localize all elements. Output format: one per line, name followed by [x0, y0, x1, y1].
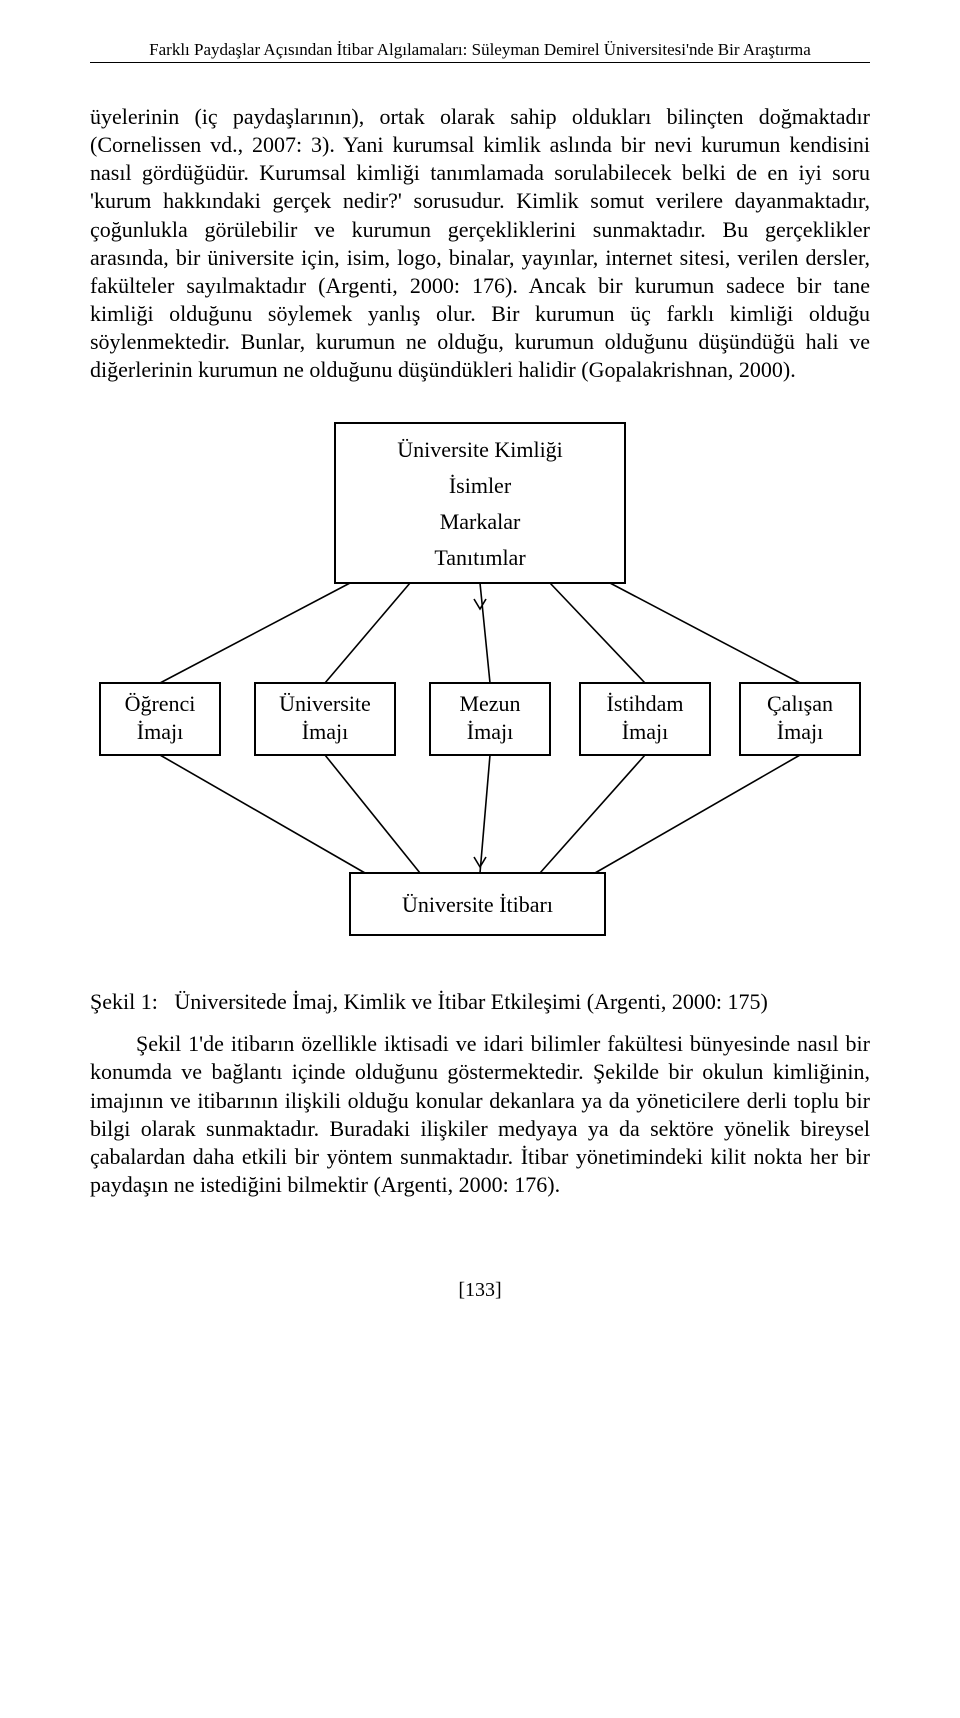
edge-top-2: [480, 583, 490, 683]
bottom-box-line-0: Üniversite İtibarı: [402, 892, 553, 917]
mid-box-2-l1: İmajı: [467, 719, 513, 744]
mid-box-1-l1: İmajı: [302, 719, 348, 744]
body-paragraph-1: üyelerinin (iç paydaşlarının), ortak ola…: [90, 103, 870, 385]
mid-box-0-l1: İmajı: [137, 719, 183, 744]
figure-caption: Şekil 1: Üniversitede İmaj, Kimlik ve İt…: [90, 987, 870, 1017]
arrowhead-bottom-center: [474, 857, 486, 867]
top-box-line-1: İsimler: [449, 473, 512, 498]
top-box-line-2: Markalar: [440, 509, 521, 534]
edge-bot-0: [160, 755, 365, 873]
edge-bot-3: [540, 755, 645, 873]
edge-bot-4: [595, 755, 800, 873]
arrowhead-top-center: [474, 599, 486, 609]
identity-image-reputation-diagram: Üniversite Kimliği İsimler Markalar Tanıtım…: [90, 413, 870, 953]
mid-box-3-l1: İmajı: [622, 719, 668, 744]
mid-box-4-l0: Çalışan: [767, 691, 833, 716]
edge-bot-1: [325, 755, 420, 873]
figure-caption-lead: Şekil 1:: [90, 987, 174, 1017]
page-number: [133]: [90, 1279, 870, 1302]
figure-caption-text: Üniversitede İmaj, Kimlik ve İtibar Etki…: [174, 987, 870, 1017]
running-head: Farklı Paydaşlar Açısından İtibar Algıla…: [90, 40, 870, 60]
top-box-line-0: Üniversite Kimliği: [397, 437, 563, 462]
mid-box-1-l0: Üniversite: [279, 691, 371, 716]
edge-top-4: [610, 583, 800, 683]
mid-box-4-l1: İmajı: [777, 719, 823, 744]
edge-top-0: [160, 583, 350, 683]
top-box-line-3: Tanıtımlar: [434, 545, 526, 570]
diagram-svg: Üniversite Kimliği İsimler Markalar Tanıtım…: [90, 413, 870, 953]
body-paragraph-2: Şekil 1'de itibarın özellikle iktisadi v…: [90, 1030, 870, 1199]
head-rule: [90, 62, 870, 63]
mid-box-2-l0: Mezun: [459, 691, 520, 716]
mid-box-0-l0: Öğrenci: [125, 691, 196, 716]
edge-bot-2: [480, 755, 490, 873]
edge-top-1: [325, 583, 410, 683]
mid-box-3-l0: İstihdam: [607, 691, 684, 716]
page-root: Farklı Paydaşlar Açısından İtibar Algıla…: [0, 0, 960, 1362]
edge-top-3: [550, 583, 645, 683]
